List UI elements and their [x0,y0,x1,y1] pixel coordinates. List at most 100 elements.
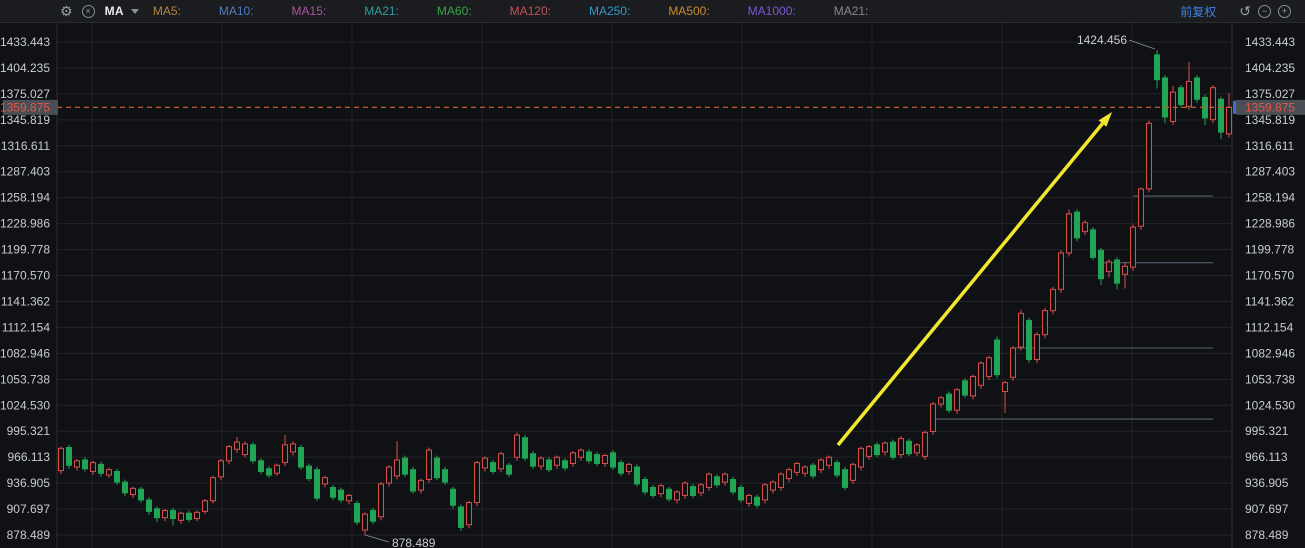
y-axis-label-right: 878.489 [1245,528,1289,542]
ma15-legend[interactable]: MA15: [291,4,327,18]
current-price-value-right: 1359.875 [1245,100,1295,114]
candle-body [178,512,184,521]
y-axis-label-right: 1141.362 [1245,294,1294,308]
candle-body [946,393,952,411]
candle-body [562,460,568,469]
candle-body [954,389,960,411]
candle-body [898,438,904,456]
candle-body [66,446,72,466]
candle-body [1186,80,1192,107]
candle-body [538,457,544,467]
candle-body [1066,213,1072,254]
candle-body [1146,122,1152,190]
y-axis-label-right: 907.697 [1245,502,1289,516]
candle-body [770,481,776,491]
candle-body [426,449,432,480]
candle-body [810,464,816,477]
candle-body [842,469,848,488]
candle-body [826,456,832,466]
candle-body [506,464,512,475]
ma21b-legend[interactable]: MA21: [833,4,869,18]
y-axis-label-left: 1170.570 [1,269,50,283]
candle-body [450,488,456,506]
candle-body [514,434,520,458]
high-annotation-line [1128,39,1156,50]
candle-body [330,486,336,498]
y-axis-label-left: 1228.986 [0,217,50,231]
candle-body [1178,87,1184,106]
candle-body [170,510,176,520]
candle-body [970,375,976,397]
candle-body [522,437,528,459]
candle-body [386,466,392,484]
ma250-legend[interactable]: MA250: [588,4,631,18]
candle-body [698,484,704,494]
candle-body [322,477,328,485]
candle-body [986,357,992,377]
candle-body [306,465,312,480]
candle-body [962,380,968,396]
candle-body [754,496,760,506]
candle-body [146,499,152,512]
candle-body [346,494,352,502]
candle-body [458,506,464,528]
y-axis-label-right: 1170.570 [1245,269,1294,283]
y-axis-label-left: 966.113 [8,450,51,464]
ma120-legend[interactable]: MA120: [509,4,551,18]
y-axis-label-right: 1345.819 [1245,113,1295,127]
trend-arrow-head [1098,112,1112,127]
candle-body [1034,334,1040,361]
candle-body [82,459,88,470]
zoom-out-icon[interactable]: − [1258,4,1271,18]
candle-body [466,502,472,526]
candle-body [1114,259,1120,284]
settings-gear-icon[interactable]: ⚙ [60,3,73,19]
ma5-legend[interactable]: MA5: [152,4,181,18]
ma1000-legend[interactable]: MA1000: [747,4,796,18]
ma21-legend[interactable]: MA21: [364,4,399,18]
candle-body [434,457,440,479]
candle-body [778,473,784,488]
y-axis-label-right: 1199.778 [1245,243,1294,257]
zoom-in-icon[interactable]: + [1278,4,1291,18]
candle-body [738,486,744,501]
ma10-legend[interactable]: MA10: [218,4,254,18]
candle-body [442,469,448,483]
y-axis-label-right: 1404.235 [1245,61,1295,75]
y-axis-label-left: 1316.611 [1,139,50,153]
high-annotation-label: 1424.456 [1077,33,1127,47]
candle-body [850,463,856,481]
candle-body [802,466,808,474]
ma-indicator-selector[interactable]: MA [105,4,139,18]
candle-body [610,452,616,468]
candle-body [1082,222,1088,233]
y-axis-label-left: 1024.530 [0,398,50,412]
candle-body [914,444,920,454]
candle-body [1106,261,1112,273]
reset-view-icon[interactable]: ↺ [1239,2,1251,19]
y-axis-label-left: 1199.778 [1,243,50,257]
current-price-tag-left [3,99,58,115]
close-indicator-icon[interactable]: × [81,4,95,18]
candle-body [162,510,168,519]
candle-body [1050,288,1056,312]
candle-body [1010,347,1016,378]
candle-body [994,339,1000,376]
candle-body [362,513,368,531]
candle-body [602,454,608,464]
candle-body [490,462,496,472]
y-axis-label-left: 1433.443 [0,35,50,49]
y-axis-label-right: 1287.403 [1245,165,1295,179]
candle-body [530,453,536,467]
candle-body [266,468,272,476]
price-adjustment-mode-button[interactable]: 前复权 [1180,4,1217,19]
y-axis-label-right: 936.905 [1245,476,1289,490]
candle-body [274,464,280,474]
ma500-legend[interactable]: MA500: [668,4,710,18]
y-axis-label-right: 1053.738 [1245,372,1295,386]
y-axis-label-right: 966.113 [1245,450,1288,464]
candle-body [930,403,936,432]
ma60-legend[interactable]: MA60: [436,4,472,18]
candle-body [1226,106,1232,135]
